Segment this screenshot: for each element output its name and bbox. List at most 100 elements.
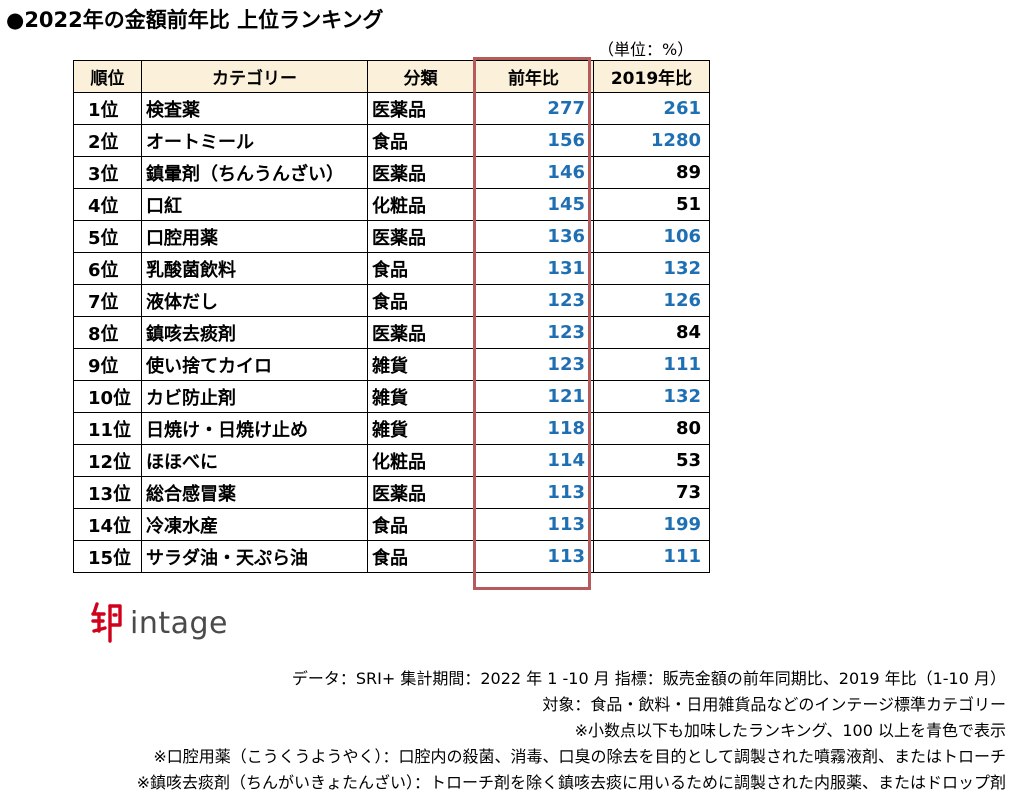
cell-yoy: 146 xyxy=(473,156,594,189)
table-row: 2位 オートミール 食品 156 1280 xyxy=(73,124,710,157)
header-rank: 順位 xyxy=(73,60,142,93)
cell-category: ほほべに xyxy=(141,444,368,477)
header-vs2019: 2019年比 xyxy=(593,60,710,93)
page-title: ●2022年の金額前年比 上位ランキング xyxy=(6,8,384,32)
cell-vs2019: 199 xyxy=(593,508,710,541)
header-class: 分類 xyxy=(367,60,474,93)
table-row: 7位 液体だし 食品 123 126 xyxy=(73,284,710,317)
cell-rank: 1位 xyxy=(73,92,142,125)
cell-category: 鎮暈剤（ちんうんざい） xyxy=(141,156,368,189)
cell-yoy: 123 xyxy=(473,284,594,317)
cell-yoy: 113 xyxy=(473,476,594,509)
table-row: 3位 鎮暈剤（ちんうんざい） 医薬品 146 89 xyxy=(73,156,710,189)
cell-category: サラダ油・天ぷら油 xyxy=(141,540,368,573)
cell-category: 冷凍水産 xyxy=(141,508,368,541)
table-header-row: 順位 カテゴリー 分類 前年比 2019年比 xyxy=(73,60,710,93)
cell-class: 化粧品 xyxy=(367,444,474,477)
cell-class: 医薬品 xyxy=(367,220,474,253)
table-row: 6位 乳酸菌飲料 食品 131 132 xyxy=(73,252,710,285)
cell-rank: 15位 xyxy=(73,540,142,573)
cell-rank: 5位 xyxy=(73,220,142,253)
cell-category: カビ防止剤 xyxy=(141,380,368,413)
cell-vs2019: 106 xyxy=(593,220,710,253)
cell-vs2019: 111 xyxy=(593,540,710,573)
note-data-source: データ：SRI+ 集計期間：2022 年 1 -10 月 指標：販売金額の前年同… xyxy=(291,669,1006,688)
table-row: 11位 日焼け・日焼け止め 雑貨 118 80 xyxy=(73,412,710,445)
cell-yoy: 156 xyxy=(473,124,594,157)
note-cough-medicine: ※鎮咳去痰剤（ちんがいきょたんざい）：トローチ剤を除く鎮咳去痰に用いるために調製… xyxy=(136,773,1006,792)
cell-category: 日焼け・日焼け止め xyxy=(141,412,368,445)
footnotes: データ：SRI+ 集計期間：2022 年 1 -10 月 指標：販売金額の前年同… xyxy=(137,666,1006,796)
cell-category: 液体だし xyxy=(141,284,368,317)
cell-vs2019: 51 xyxy=(593,188,710,221)
cell-yoy: 113 xyxy=(473,540,594,573)
cell-rank: 7位 xyxy=(73,284,142,317)
cell-yoy: 277 xyxy=(473,92,594,125)
cell-category: 口腔用薬 xyxy=(141,220,368,253)
cell-yoy: 131 xyxy=(473,252,594,285)
cell-class: 食品 xyxy=(367,508,474,541)
table-row: 12位 ほほべに 化粧品 114 53 xyxy=(73,444,710,477)
cell-yoy: 123 xyxy=(473,316,594,349)
cell-category: 検査薬 xyxy=(141,92,368,125)
cell-class: 医薬品 xyxy=(367,476,474,509)
table-row: 15位 サラダ油・天ぷら油 食品 113 111 xyxy=(73,540,710,573)
cell-class: 雑貨 xyxy=(367,348,474,381)
cell-rank: 12位 xyxy=(73,444,142,477)
cell-class: 食品 xyxy=(367,540,474,573)
cell-yoy: 114 xyxy=(473,444,594,477)
cell-rank: 13位 xyxy=(73,476,142,509)
cell-class: 食品 xyxy=(367,124,474,157)
note-oral-medicine: ※口腔用薬（こうくうようやく）：口腔内の殺菌、消毒、口臭の除去を目的として調製さ… xyxy=(153,747,1006,766)
cell-category: オートミール xyxy=(141,124,368,157)
table-row: 8位 鎮咳去痰剤 医薬品 123 84 xyxy=(73,316,710,349)
cell-vs2019: 111 xyxy=(593,348,710,381)
cell-category: 乳酸菌飲料 xyxy=(141,252,368,285)
intage-logo-text: intage xyxy=(130,605,228,641)
cell-category: 使い捨てカイロ xyxy=(141,348,368,381)
unit-label: （単位：%） xyxy=(598,40,694,59)
cell-vs2019: 89 xyxy=(593,156,710,189)
cell-yoy: 136 xyxy=(473,220,594,253)
cell-rank: 4位 xyxy=(73,188,142,221)
table-row: 13位 総合感冒薬 医薬品 113 73 xyxy=(73,476,710,509)
cell-yoy: 123 xyxy=(473,348,594,381)
intage-logo-mark xyxy=(91,602,122,643)
cell-category: 総合感冒薬 xyxy=(141,476,368,509)
table-row: 4位 口紅 化粧品 145 51 xyxy=(73,188,710,221)
cell-class: 医薬品 xyxy=(367,156,474,189)
header-yoy: 前年比 xyxy=(473,60,594,93)
cell-yoy: 145 xyxy=(473,188,594,221)
cell-vs2019: 261 xyxy=(593,92,710,125)
cell-yoy: 121 xyxy=(473,380,594,413)
cell-class: 食品 xyxy=(367,284,474,317)
cell-yoy: 113 xyxy=(473,508,594,541)
cell-rank: 8位 xyxy=(73,316,142,349)
cell-class: 化粧品 xyxy=(367,188,474,221)
cell-vs2019: 73 xyxy=(593,476,710,509)
cell-rank: 9位 xyxy=(73,348,142,381)
cell-vs2019: 53 xyxy=(593,444,710,477)
table-row: 14位 冷凍水産 食品 113 199 xyxy=(73,508,710,541)
cell-class: 食品 xyxy=(367,252,474,285)
cell-rank: 3位 xyxy=(73,156,142,189)
cell-class: 医薬品 xyxy=(367,316,474,349)
cell-category: 鎮咳去痰剤 xyxy=(141,316,368,349)
cell-rank: 6位 xyxy=(73,252,142,285)
intage-logo: intage xyxy=(90,600,228,646)
cell-vs2019: 126 xyxy=(593,284,710,317)
cell-yoy: 118 xyxy=(473,412,594,445)
cell-vs2019: 1280 xyxy=(593,124,710,157)
cell-class: 雑貨 xyxy=(367,412,474,445)
cell-vs2019: 132 xyxy=(593,380,710,413)
cell-rank: 2位 xyxy=(73,124,142,157)
note-blue-rule: ※小数点以下も加味したランキング、100 以上を青色で表示 xyxy=(574,721,1006,740)
cell-class: 雑貨 xyxy=(367,380,474,413)
cell-rank: 11位 xyxy=(73,412,142,445)
cell-rank: 10位 xyxy=(73,380,142,413)
header-category: カテゴリー xyxy=(141,60,368,93)
table-row: 10位 カビ防止剤 雑貨 121 132 xyxy=(73,380,710,413)
table-row: 9位 使い捨てカイロ 雑貨 123 111 xyxy=(73,348,710,381)
cell-rank: 14位 xyxy=(73,508,142,541)
cell-vs2019: 80 xyxy=(593,412,710,445)
